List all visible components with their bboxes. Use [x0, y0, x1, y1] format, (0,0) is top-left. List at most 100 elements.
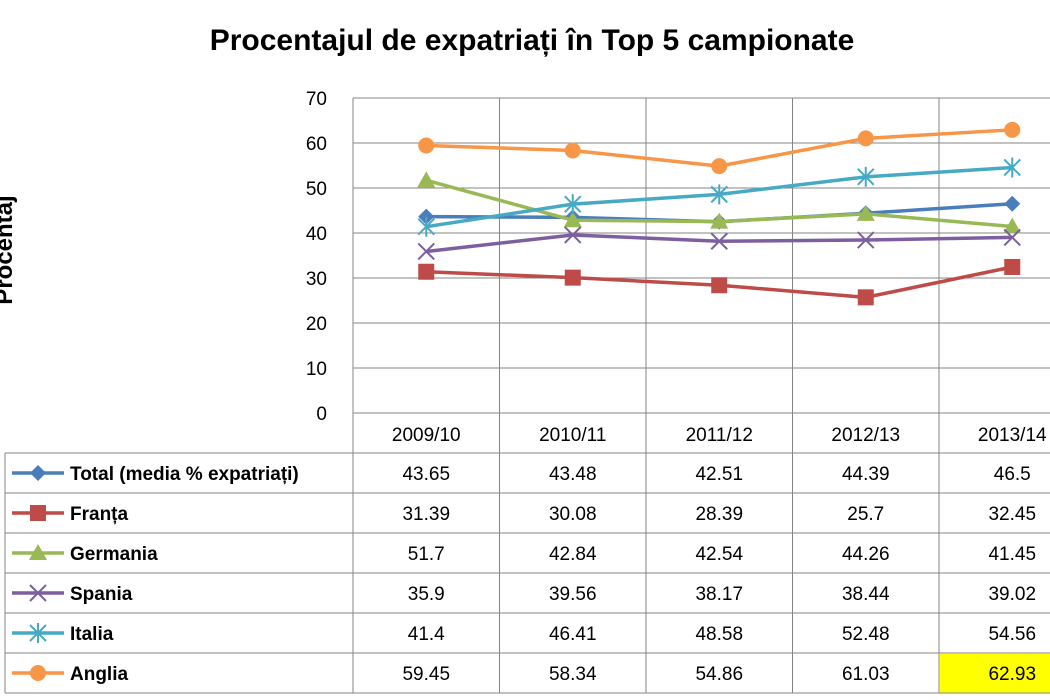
data-point: [710, 184, 728, 205]
data-table: 2009/10 2010/11 2011/12 2012/13 2013/14 Total…: [4, 98, 1050, 694]
data-label: 25.7: [847, 504, 884, 525]
x-category-label: 2009/10: [392, 425, 461, 446]
data-label: 42.54: [695, 544, 743, 565]
y-tick-label: 30: [306, 269, 327, 290]
data-point: [564, 269, 581, 286]
data-point: [1004, 121, 1021, 138]
series-germania: [417, 171, 1022, 234]
data-point: [711, 277, 728, 294]
data-label: 28.39: [695, 504, 743, 525]
legend-label: Total (media % expatriați): [70, 464, 299, 485]
data-point: [857, 289, 874, 306]
chart-title: Procentajul de expatriați în Top 5 campi…: [210, 24, 855, 57]
data-point: [417, 216, 435, 237]
y-tick-label: 20: [306, 314, 327, 335]
data-point: [418, 208, 435, 225]
data-point: [418, 137, 435, 154]
marker-stroke: [29, 584, 47, 602]
legend-key-marker: [29, 623, 47, 643]
data-label: 44.39: [842, 464, 890, 485]
y-tick-label: 60: [306, 134, 327, 155]
data-point: [710, 232, 728, 250]
legend-label: Franța: [70, 504, 129, 525]
data-point: [711, 158, 728, 175]
series-italia: [417, 157, 1021, 237]
data-label: 39.02: [988, 584, 1036, 605]
data-label: 30.08: [549, 504, 597, 525]
y-tick-label: 10: [306, 359, 327, 380]
data-point: [1003, 228, 1021, 247]
data-point: [857, 231, 875, 249]
data-label: 62.93: [988, 664, 1036, 685]
highlighted-cell: [940, 654, 1050, 693]
y-tick-label: 0: [316, 404, 327, 425]
marker-stroke: [1003, 228, 1021, 247]
marker-stroke: [710, 232, 728, 250]
data-point: [417, 242, 435, 261]
data-point: [418, 263, 435, 280]
data-point: [1003, 217, 1022, 234]
y-axis-label: Procentaj: [0, 195, 18, 304]
data-point: [1004, 195, 1021, 212]
data-label: 41.4: [408, 624, 445, 645]
data-label: 58.34: [549, 664, 597, 685]
data-label: 46.41: [549, 624, 597, 645]
data-label: 35.9: [408, 584, 445, 605]
data-label: 59.45: [402, 664, 450, 685]
data-label: 31.39: [402, 504, 450, 525]
y-tick-label: 70: [306, 89, 327, 110]
x-category-label: 2010/11: [539, 425, 606, 446]
data-point: [564, 226, 582, 244]
marker-stroke: [564, 226, 582, 244]
y-tick-label: 40: [306, 224, 327, 245]
series-line: [426, 233, 1013, 254]
data-point: [1003, 157, 1021, 178]
data-label: 38.17: [695, 584, 743, 605]
data-label: 54.86: [695, 664, 743, 685]
data-label: 42.84: [549, 544, 597, 565]
x-category-label: 2011/12: [686, 425, 753, 446]
data-label: 48.58: [695, 624, 743, 645]
data-label: 51.7: [408, 544, 445, 565]
data-label: 61.03: [842, 664, 890, 685]
data-label: 52.48: [842, 624, 890, 645]
legend-label: Anglia: [70, 664, 128, 685]
data-label: 46.5: [994, 464, 1031, 485]
marker-stroke: [417, 242, 435, 261]
series-anglia: [418, 121, 1021, 175]
legend-label: Germania: [70, 544, 158, 565]
data-point: [856, 204, 875, 221]
series-lines: [417, 121, 1022, 306]
gridlines: 0 10 20 30 40 50 60 70: [306, 89, 1050, 425]
marker-stroke: [857, 231, 875, 249]
data-label: 42.51: [695, 464, 743, 485]
data-point: [857, 130, 874, 147]
legend-key-marker: [30, 665, 46, 681]
legend-key-marker: [29, 584, 47, 602]
data-label: 43.48: [549, 464, 597, 485]
data-label: 38.44: [842, 584, 890, 605]
data-label: 54.56: [988, 624, 1036, 645]
data-label: 32.45: [988, 504, 1036, 525]
data-point: [710, 212, 729, 229]
series-spania: [417, 226, 1021, 261]
x-category-label: 2013/14: [978, 425, 1047, 446]
data-point: [1004, 258, 1021, 275]
y-tick-label: 50: [306, 179, 327, 200]
legend-key-marker: [30, 505, 46, 521]
data-point: [857, 166, 875, 187]
series-franța: [418, 258, 1021, 306]
legend-key-marker: [30, 465, 46, 481]
data-point: [564, 194, 582, 215]
data-point: [564, 142, 581, 159]
data-label: 41.45: [988, 544, 1036, 565]
data-label: 43.65: [402, 464, 450, 485]
data-label: 44.26: [842, 544, 890, 565]
data-point: [417, 171, 436, 188]
legend-label: Spania: [70, 584, 133, 605]
legend-key-marker: [29, 544, 47, 560]
data-point: [563, 211, 582, 228]
data-label: 39.56: [549, 584, 597, 605]
legend-label: Italia: [70, 624, 114, 645]
